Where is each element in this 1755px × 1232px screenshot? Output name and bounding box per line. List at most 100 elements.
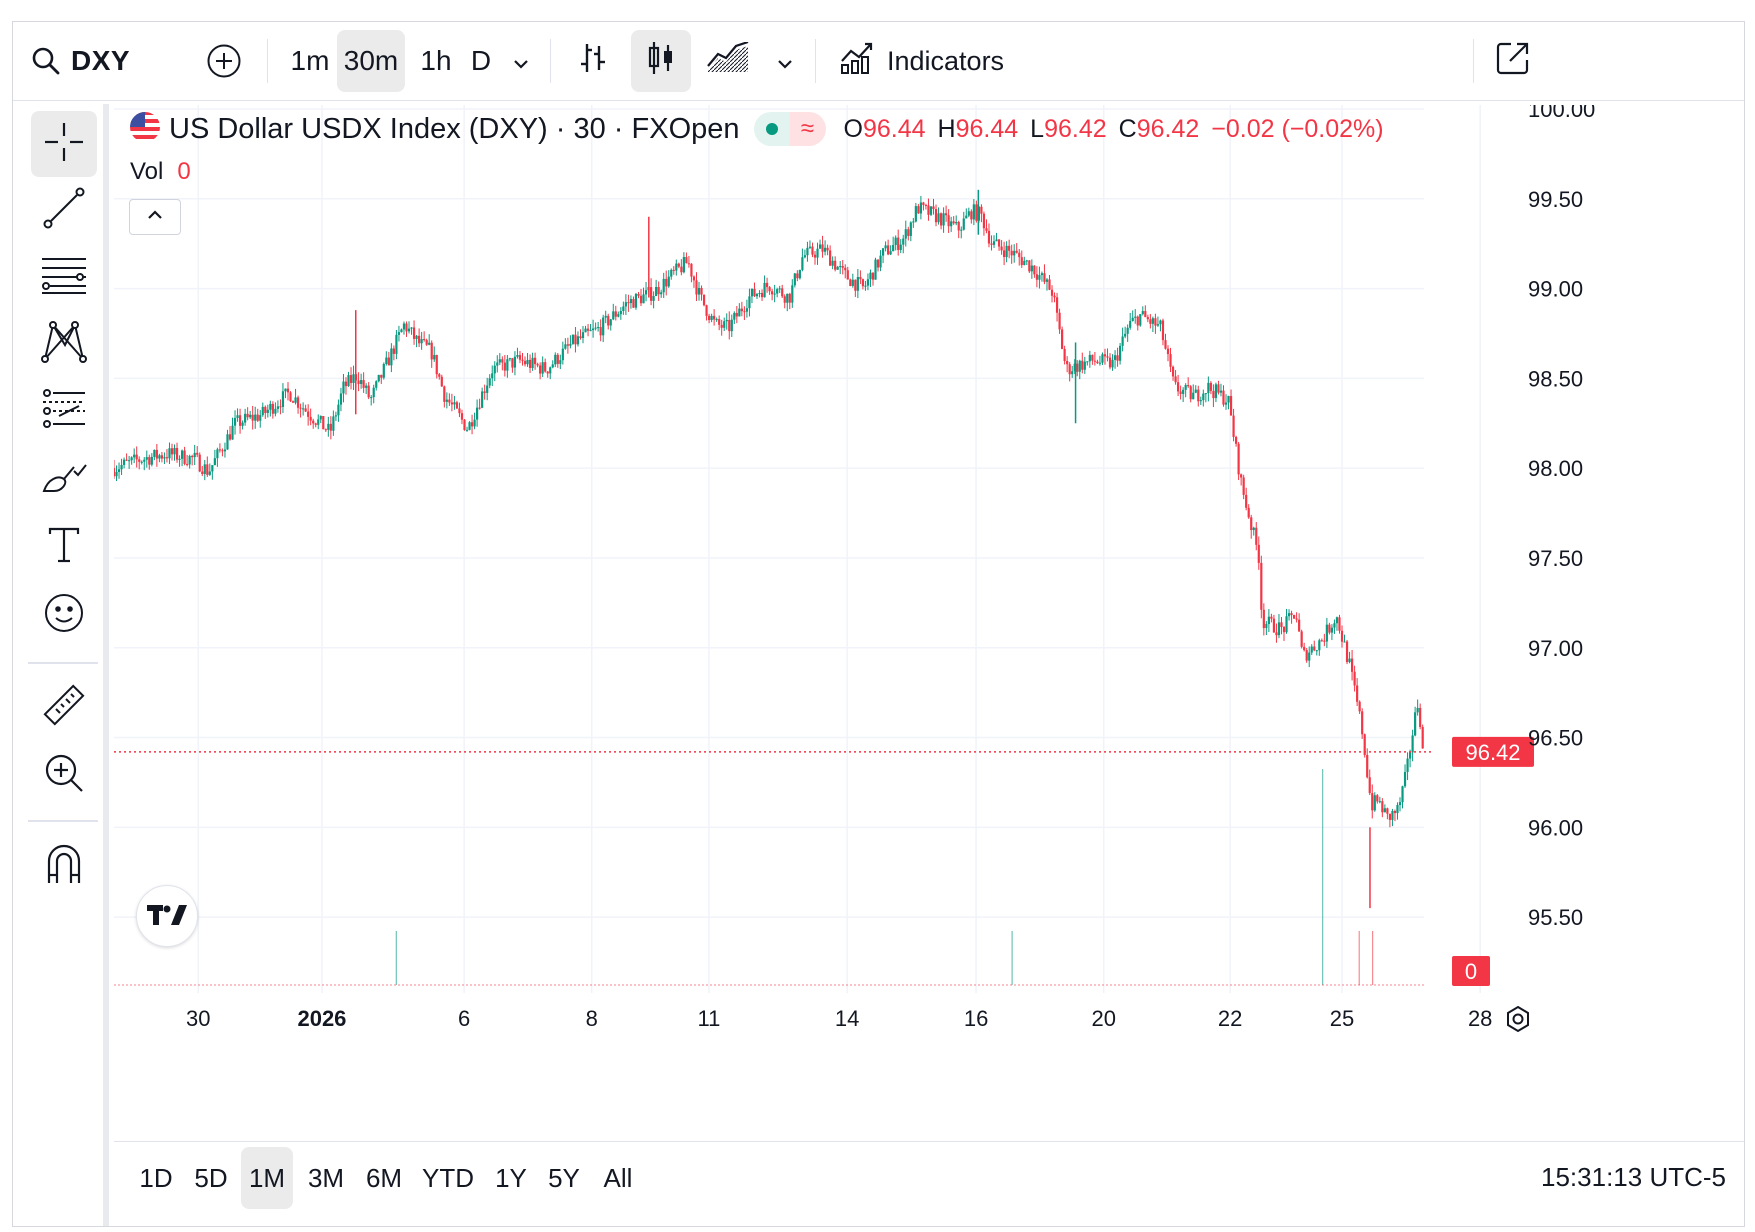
range-1y[interactable]: 1Y (495, 1162, 527, 1193)
interval-30m[interactable]: 30m (337, 30, 405, 92)
candle-body (1005, 245, 1008, 257)
bottom-toolbar: 1D 5D 1M 3M 6M YTD 1Y 5Y All 15:31:13 UT… (114, 1141, 1744, 1226)
candle-body (473, 419, 476, 427)
interval-1h[interactable]: 1h (420, 45, 452, 76)
pattern-tool-button[interactable] (31, 310, 97, 376)
tradingview-logo[interactable] (136, 885, 198, 947)
candle-body (317, 419, 320, 425)
candle-body (1234, 436, 1238, 444)
candle-body (1250, 517, 1253, 531)
interval-dropdown[interactable] (503, 30, 539, 92)
candle-body (859, 276, 862, 280)
chevron-up-icon (146, 208, 164, 226)
tradingview-logo-icon (147, 905, 187, 925)
candle-body (591, 328, 595, 331)
range-5y[interactable]: 5Y (548, 1162, 580, 1193)
chart-type-dropdown[interactable] (767, 30, 803, 92)
range-ytd[interactable]: YTD (422, 1162, 474, 1193)
candle-body (665, 278, 668, 287)
candle-body (836, 266, 839, 270)
candle-body (534, 357, 537, 365)
candle-body (1043, 273, 1046, 282)
chart-area[interactable]: 96.42 0 100.00 99.50 99.00 98.50 98.00 97.50 97… (114, 105, 1745, 1145)
magnet-tool-button[interactable] (31, 833, 97, 899)
ruler-tool-button[interactable] (31, 674, 97, 740)
market-status-badges[interactable]: ≈ (753, 112, 826, 146)
settings-icon-center (1512, 1013, 1524, 1025)
candle-body (1156, 324, 1160, 326)
candle-body (276, 406, 280, 409)
range-1m[interactable]: 1M (241, 1147, 293, 1209)
range-1d[interactable]: 1D (139, 1162, 173, 1193)
candlestick-chart-type-button[interactable] (631, 30, 691, 92)
symbol-description[interactable]: US Dollar USDX Index (DXY) · 30 · FXOpen (169, 112, 740, 145)
candle-body (950, 221, 953, 227)
candle-body (337, 404, 340, 416)
candle-body (498, 359, 501, 363)
candle-body (362, 380, 365, 388)
candle-body (1050, 289, 1054, 296)
candle-body (1345, 641, 1349, 663)
candle-body (624, 302, 627, 307)
candle-body (203, 464, 206, 474)
symbol-search-button[interactable]: DXY (27, 30, 187, 92)
interval-1m[interactable]: 1m (290, 45, 330, 76)
indicators-button[interactable]: Indicators (831, 30, 1011, 92)
bar-chart-type-button[interactable] (569, 30, 617, 92)
candle-body (1318, 640, 1321, 651)
candle-body (1081, 360, 1084, 370)
range-5d[interactable]: 5D (194, 1162, 228, 1193)
settings-icon-outline (1507, 1005, 1529, 1033)
add-symbol-button[interactable] (199, 30, 249, 92)
candle-body (1154, 318, 1157, 326)
trend-line-tool-button[interactable] (31, 177, 97, 243)
candle-body (773, 293, 776, 295)
candle-body (612, 311, 615, 320)
range-6m[interactable]: 6M (365, 1162, 403, 1193)
candle-body (357, 380, 360, 384)
candle-body (196, 452, 199, 455)
open-in-new-window-button[interactable] (1487, 30, 1539, 92)
clock[interactable]: 15:31:13 UTC-5 (1541, 1162, 1726, 1192)
candle-body (261, 406, 264, 416)
candle-body (1383, 808, 1386, 813)
candle-body (1028, 260, 1031, 272)
emoji-tool-button[interactable] (31, 582, 97, 648)
range-3m[interactable]: 3M (307, 1162, 345, 1193)
brush-tool-button[interactable] (31, 446, 97, 512)
zoom-in-tool-button[interactable] (31, 742, 97, 808)
candle-body (238, 415, 242, 426)
candle-body (1088, 354, 1091, 362)
candle-body (1073, 363, 1076, 372)
candle-body (1174, 376, 1177, 383)
candle-body (975, 204, 978, 221)
text-tool-button[interactable] (31, 514, 97, 580)
crosshair-tool-button[interactable] (31, 111, 97, 177)
candle-body (231, 425, 234, 440)
candle-body (982, 213, 986, 229)
candle-body (856, 276, 859, 291)
candle-body (997, 239, 1001, 247)
collapse-legend-button[interactable] (129, 199, 181, 235)
candle-body (839, 266, 842, 268)
candle-body (1159, 320, 1162, 325)
candle-body (380, 374, 383, 378)
candle-body (1058, 312, 1061, 330)
interval-d[interactable]: D (470, 45, 492, 76)
fib-retracement-tool-button[interactable] (31, 244, 97, 310)
candle-body (1330, 627, 1334, 633)
chevron-down-icon (512, 45, 530, 77)
last-volume-badge (1452, 956, 1490, 986)
candle-body (597, 327, 600, 329)
candle-body (1260, 562, 1263, 610)
price-chart[interactable]: 96.42 0 100.00 99.50 99.00 98.50 98.00 97.50 97… (114, 105, 1745, 1145)
range-all[interactable]: All (603, 1162, 633, 1193)
candle-body (1414, 712, 1417, 736)
time-tick-label: 6 (458, 1006, 470, 1031)
area-chart-type-button[interactable] (703, 30, 753, 92)
candle-body (521, 359, 524, 361)
forecast-tool-button[interactable] (31, 378, 97, 444)
candle-body (680, 266, 683, 273)
candle-body (254, 414, 257, 421)
candle-body (924, 204, 928, 206)
